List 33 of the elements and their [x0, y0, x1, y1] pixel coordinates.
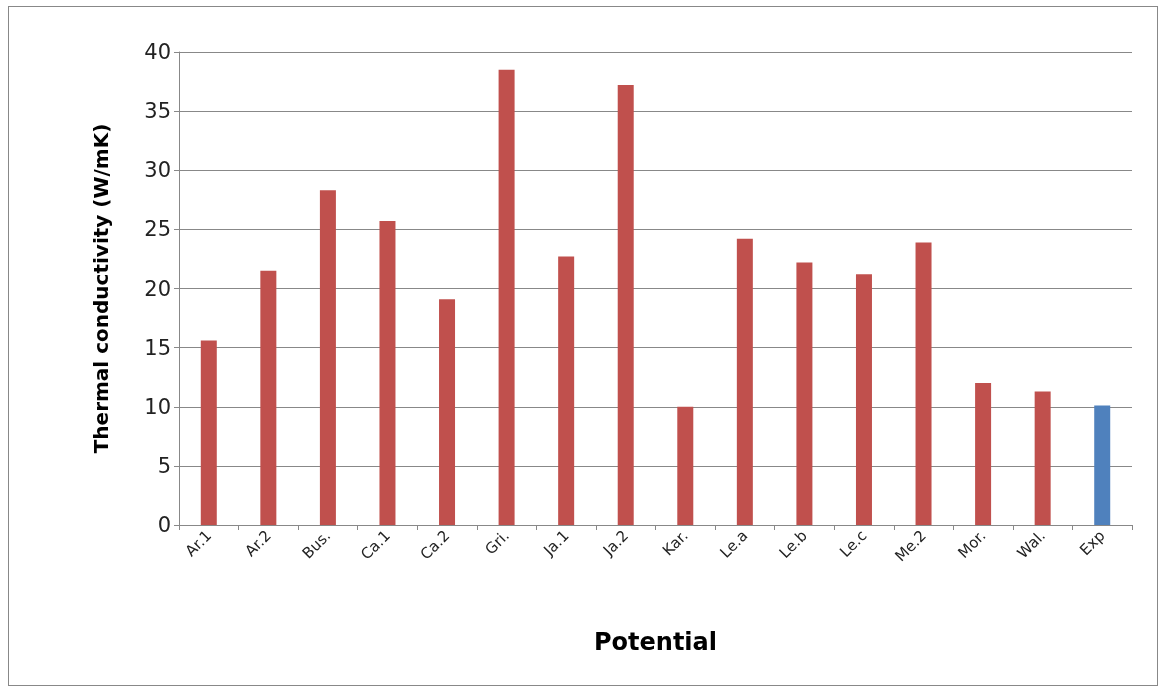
- y-tick-label: 5: [157, 453, 171, 478]
- bar: [200, 340, 217, 525]
- y-tick-label: 40: [144, 40, 171, 64]
- bar: [736, 238, 753, 525]
- bar: [379, 221, 396, 525]
- y-axis-title: Thermal conductivity (W/mK): [89, 123, 113, 454]
- x-tick-label: Gri.: [481, 526, 513, 559]
- bar: [796, 262, 813, 525]
- y-tick-label: 20: [144, 276, 171, 301]
- x-axis-title: Potential: [593, 628, 718, 656]
- bar: [260, 270, 277, 525]
- bar: [558, 256, 575, 525]
- bar: [677, 406, 694, 525]
- bar: [915, 242, 932, 525]
- y-tick-label: 15: [144, 335, 171, 360]
- bar: [855, 274, 872, 525]
- y-tick-label: 30: [144, 158, 171, 183]
- y-tick-label: 0: [157, 513, 171, 537]
- y-tick-label: 25: [144, 217, 171, 242]
- y-tick-label: 35: [144, 99, 171, 124]
- x-tick-label: Bus.: [298, 526, 335, 563]
- bar: [975, 383, 992, 525]
- x-tick-label: Wal.: [1013, 526, 1050, 562]
- bar: [319, 190, 336, 525]
- bar: [498, 69, 515, 525]
- x-tick-label: Exp: [1076, 526, 1109, 560]
- bar: [1094, 405, 1111, 525]
- bar: [439, 299, 456, 525]
- y-tick-label: 10: [144, 394, 171, 419]
- bar: [1034, 391, 1051, 525]
- x-tick-label: Mor.: [954, 526, 990, 562]
- x-tick-label: Kar.: [658, 526, 692, 560]
- bar: [617, 85, 634, 525]
